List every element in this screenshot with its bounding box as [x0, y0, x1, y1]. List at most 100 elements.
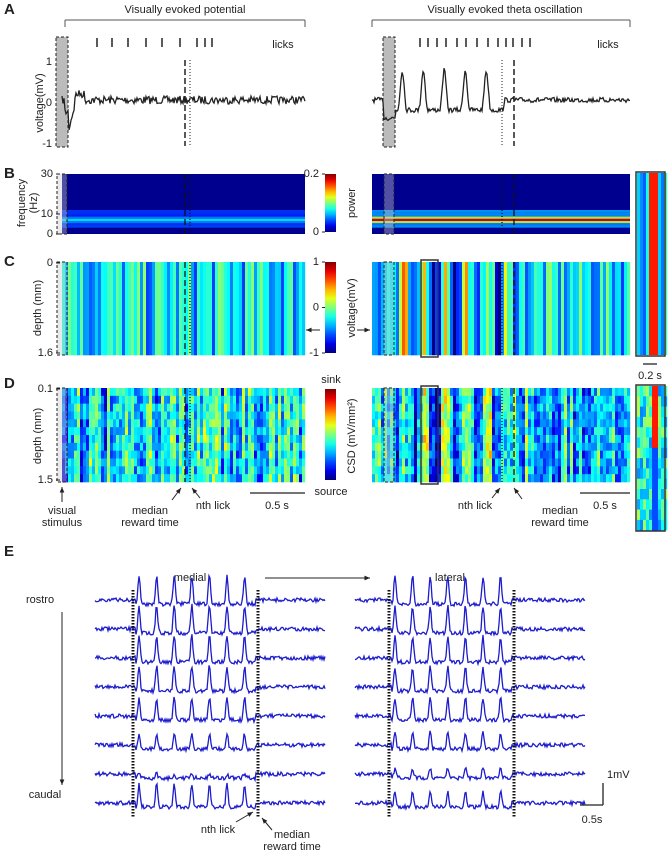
heat-cell: [525, 403, 529, 412]
heat-cell: [248, 458, 252, 467]
heat-cell: [646, 478, 650, 490]
heat-cell: [567, 442, 571, 451]
heat-cell: [588, 262, 592, 356]
heat-cell: [263, 403, 267, 412]
heat-cell: [260, 403, 264, 412]
heat-cell: [167, 474, 171, 483]
heat-cell: [465, 474, 469, 483]
heat-cell: [242, 474, 246, 483]
heat-cell: [107, 442, 111, 451]
heat-cell: [582, 388, 586, 397]
heat-cell: [417, 427, 421, 436]
heat-cell: [221, 262, 225, 356]
heat-cell: [462, 395, 466, 404]
heat-cell: [275, 450, 279, 459]
heat-cell: [474, 427, 478, 436]
heat-cell: [260, 450, 264, 459]
heat-cell: [618, 395, 622, 404]
heat-cell: [254, 403, 258, 412]
heat-cell: [637, 437, 641, 449]
heat-cell: [609, 388, 613, 397]
heat-cell: [98, 458, 102, 467]
heat-cell: [408, 427, 412, 436]
heat-cell: [510, 388, 514, 397]
heat-cell: [522, 450, 526, 459]
heat-cell: [80, 435, 84, 444]
heat-cell: [98, 474, 102, 483]
heat-cell: [585, 458, 589, 467]
heat-cell: [188, 395, 192, 404]
heat-cell: [287, 411, 291, 420]
heat-cell: [417, 474, 421, 483]
heat-cell: [498, 403, 502, 412]
heat-cell: [462, 474, 466, 483]
heat-cell: [579, 262, 583, 356]
heat-cell: [185, 450, 189, 459]
heat-cell: [652, 173, 656, 355]
heat-cell: [438, 458, 442, 467]
heat-cell: [477, 419, 481, 428]
heat-cell: [71, 474, 75, 483]
heat-cell: [627, 262, 631, 356]
heat-cell: [429, 458, 433, 467]
heat-cell: [110, 395, 114, 404]
heat-cell: [516, 466, 520, 475]
heat-cell: [585, 411, 589, 420]
heat-cell: [299, 411, 303, 420]
heat-cell: [396, 442, 400, 451]
heat-cell: [227, 427, 231, 436]
heat-cell: [567, 435, 571, 444]
heat-cell: [110, 427, 114, 436]
heat-cell: [257, 466, 261, 475]
heat-cell: [152, 466, 156, 475]
heat-cell: [227, 262, 231, 356]
heat-cell: [399, 411, 403, 420]
heat-cell: [546, 450, 550, 459]
heat-cell: [230, 442, 234, 451]
heat-cell: [507, 419, 511, 428]
heat-cell: [640, 519, 644, 531]
heat-cell: [164, 403, 168, 412]
heat-cell: [80, 466, 84, 475]
heat-cell: [98, 427, 102, 436]
heat-cell: [426, 427, 430, 436]
stimulus-box: [383, 173, 395, 235]
heat-cell: [459, 388, 463, 397]
heat-cell: [435, 411, 439, 420]
heat-cell: [555, 395, 559, 404]
heat-cell: [609, 450, 613, 459]
heat-cell: [402, 388, 406, 397]
heat-cell: [531, 403, 535, 412]
heat-cell: [453, 411, 457, 420]
heat-cell: [176, 388, 180, 397]
heat-cell: [516, 411, 520, 420]
heat-cell: [459, 450, 463, 459]
heat-cell: [185, 458, 189, 467]
heat-cell: [263, 388, 267, 397]
heat-cell: [224, 427, 228, 436]
heat-cell: [643, 489, 647, 500]
heat-cell: [561, 411, 565, 420]
heat-cell: [152, 411, 156, 420]
heat-cell: [429, 474, 433, 483]
heat-cell: [492, 403, 496, 412]
heat-cell: [486, 388, 490, 397]
trace: [354, 575, 586, 608]
heat-cell: [233, 474, 237, 483]
heat-cell: [101, 442, 105, 451]
heat-cell: [513, 427, 517, 436]
heat-cell: [257, 442, 261, 451]
heat-cell: [251, 474, 255, 483]
heat-cell: [492, 395, 496, 404]
heat-cell: [89, 458, 93, 467]
heat-cell: [573, 466, 577, 475]
heat-cell: [405, 262, 409, 356]
heat-cell: [194, 411, 198, 420]
heat-cell: [107, 411, 111, 420]
heat-cell: [588, 427, 592, 436]
heat-cell: [561, 262, 565, 356]
heat-cell: [498, 427, 502, 436]
heat-cell: [399, 458, 403, 467]
heat-cell: [251, 411, 255, 420]
heat-cell: [646, 416, 650, 428]
